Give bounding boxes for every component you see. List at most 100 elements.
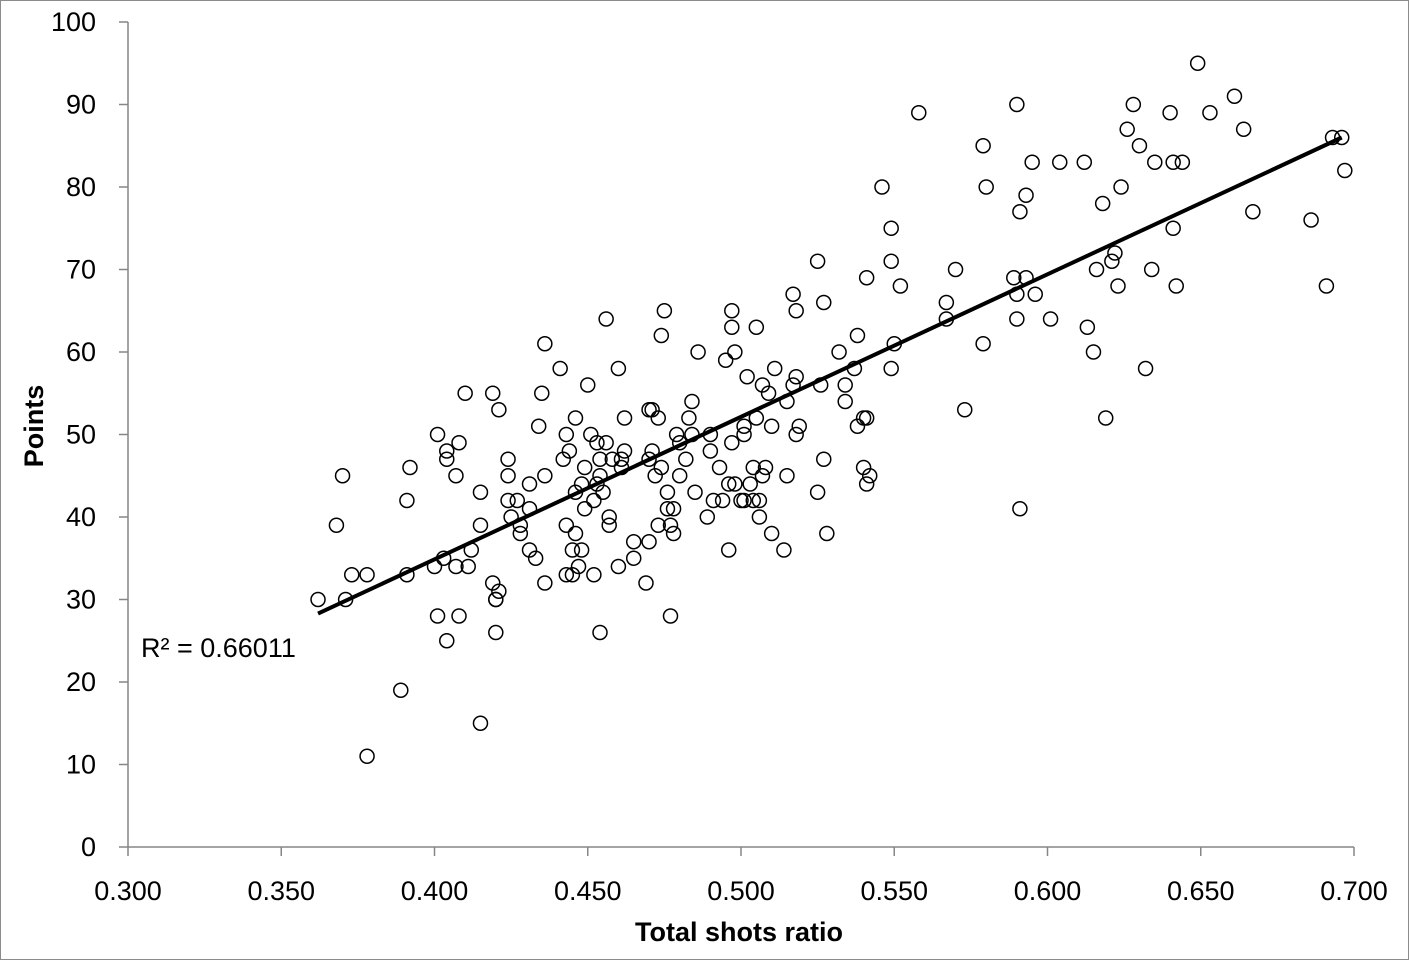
data-point	[513, 527, 527, 541]
data-point	[713, 461, 727, 475]
data-point	[1010, 312, 1024, 326]
data-point	[832, 345, 846, 359]
data-point	[642, 535, 656, 549]
y-tick-label: 40	[66, 502, 96, 532]
data-point	[1013, 205, 1027, 219]
data-point	[1304, 213, 1318, 227]
data-point	[660, 502, 674, 516]
data-point	[553, 362, 567, 376]
data-point	[667, 502, 681, 516]
data-point	[1132, 139, 1146, 153]
data-point	[1090, 263, 1104, 277]
data-point	[660, 485, 674, 499]
data-point	[1111, 279, 1125, 293]
x-tick-label: 0.550	[860, 876, 928, 906]
data-point	[311, 593, 325, 607]
data-point	[1148, 155, 1162, 169]
data-point	[400, 494, 414, 508]
data-point	[789, 370, 803, 384]
x-tick-label: 0.600	[1014, 876, 1082, 906]
data-point	[360, 749, 374, 763]
data-point	[1203, 106, 1217, 120]
data-point	[752, 510, 766, 524]
data-point	[884, 254, 898, 268]
data-point	[1139, 362, 1153, 376]
data-point	[501, 469, 515, 483]
data-point	[1163, 106, 1177, 120]
data-point	[884, 362, 898, 376]
data-point	[1019, 188, 1033, 202]
data-point	[1114, 180, 1128, 194]
data-point	[1053, 155, 1067, 169]
y-tick-label: 70	[66, 255, 96, 285]
data-point	[538, 576, 552, 590]
data-point	[700, 510, 714, 524]
data-point	[1025, 155, 1039, 169]
data-point	[679, 452, 693, 466]
x-tick-label: 0.700	[1320, 876, 1388, 906]
data-point	[875, 180, 889, 194]
data-point	[703, 444, 717, 458]
data-point	[559, 428, 573, 442]
data-point	[602, 510, 616, 524]
data-point	[1145, 263, 1159, 277]
data-point	[345, 568, 359, 582]
data-point	[654, 329, 668, 343]
data-point	[725, 320, 739, 334]
data-point	[627, 551, 641, 565]
data-point	[817, 452, 831, 466]
data-point	[568, 527, 582, 541]
data-point	[884, 221, 898, 235]
scatter-plot: 0102030405060708090100 0.300 0.350 0.400 0.…	[1, 1, 1408, 959]
data-point	[657, 304, 671, 318]
trendline	[318, 138, 1342, 614]
data-point	[667, 527, 681, 541]
data-point	[688, 485, 702, 499]
data-point	[486, 386, 500, 400]
data-point	[1108, 246, 1122, 260]
data-point	[789, 304, 803, 318]
x-ticks: 0.300 0.350 0.400 0.450 0.500 0.550 0.600 0.650…	[94, 847, 1388, 906]
data-point	[691, 345, 705, 359]
data-point	[1086, 345, 1100, 359]
data-point	[599, 312, 613, 326]
data-point	[587, 568, 601, 582]
data-point	[1166, 221, 1180, 235]
data-point	[765, 419, 779, 433]
data-point	[568, 411, 582, 425]
data-point	[737, 428, 751, 442]
data-point	[780, 469, 794, 483]
data-point	[575, 543, 589, 557]
data-point	[1169, 279, 1183, 293]
data-point	[535, 386, 549, 400]
data-point	[777, 543, 791, 557]
data-point	[838, 378, 852, 392]
data-point	[682, 411, 696, 425]
data-point	[1126, 98, 1140, 112]
data-point	[1105, 254, 1119, 268]
data-point	[673, 469, 687, 483]
data-point	[1338, 164, 1352, 178]
data-point	[578, 502, 592, 516]
data-point	[473, 485, 487, 499]
r-squared-annotation: R² = 0.66011	[141, 633, 296, 663]
data-point	[893, 279, 907, 293]
data-point	[501, 452, 515, 466]
data-point	[559, 568, 573, 582]
data-point	[1013, 502, 1027, 516]
data-point	[838, 395, 852, 409]
chart-container: 0 10 20 30 40 50 60 70 80 90 100 0.300 0.350 0.400 0.…	[0, 0, 1409, 960]
data-point	[749, 320, 763, 334]
data-point	[912, 106, 926, 120]
data-point	[1080, 320, 1094, 334]
y-axis-title: Points	[19, 385, 49, 468]
data-point	[755, 469, 769, 483]
data-point	[949, 263, 963, 277]
data-point	[792, 419, 806, 433]
axes	[128, 22, 1354, 847]
x-tick-label: 0.300	[94, 876, 162, 906]
data-point	[789, 428, 803, 442]
x-tick-label: 0.450	[554, 876, 622, 906]
data-point	[602, 518, 616, 532]
data-point	[473, 518, 487, 532]
